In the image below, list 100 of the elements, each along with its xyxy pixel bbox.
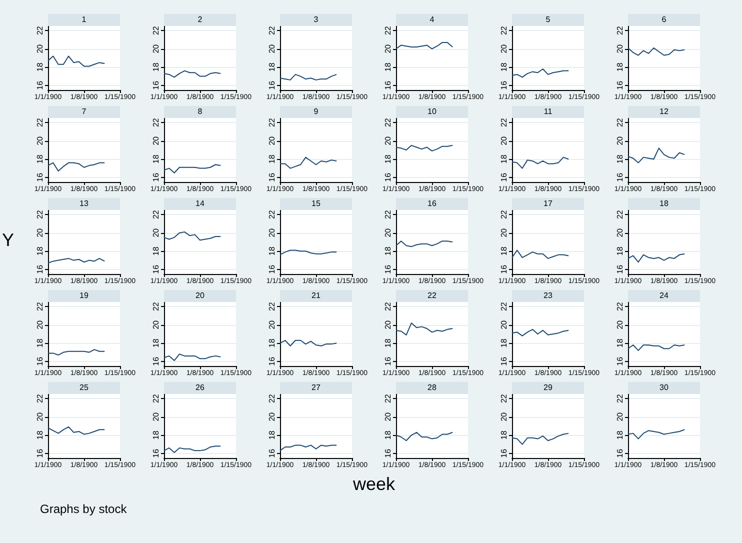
y-tick-label: 22 <box>500 26 508 36</box>
y-tick-label: 16 <box>616 264 624 274</box>
y-tick-label: 18 <box>36 154 44 164</box>
y-tick-label: 16 <box>384 172 392 182</box>
y-tick-label: 20 <box>152 320 160 330</box>
line-series <box>512 68 570 78</box>
y-tick-label: 22 <box>152 118 160 128</box>
y-tick-label: 18 <box>268 246 276 256</box>
y-tick-label: 18 <box>616 62 624 72</box>
y-tick-label: 22 <box>384 26 392 36</box>
y-tick-label: 18 <box>384 338 392 348</box>
y-tick-label: 16 <box>268 80 276 90</box>
y-tick-label: 22 <box>384 210 392 220</box>
y-tick-label: 16 <box>616 356 624 366</box>
y-tick-label: 22 <box>36 118 44 128</box>
y-tick-label: 20 <box>36 320 44 330</box>
chart-title: 27 <box>280 382 352 394</box>
y-tick-label: 18 <box>500 430 508 440</box>
chart-title: 13 <box>48 198 120 210</box>
y-tick-label: 16 <box>384 264 392 274</box>
y-tick-label: 18 <box>268 338 276 348</box>
y-tick-label: 22 <box>500 210 508 220</box>
y-tick-label: 22 <box>152 302 160 312</box>
line-series <box>164 164 222 174</box>
y-tick-label: 22 <box>616 26 624 36</box>
y-tick-label: 18 <box>384 154 392 164</box>
chart-title: 9 <box>280 106 352 118</box>
y-tick-label: 18 <box>500 62 508 72</box>
line-series <box>628 429 686 440</box>
line-series <box>48 162 106 172</box>
y-tick-label: 20 <box>384 228 392 238</box>
x-axis-title: week <box>352 474 396 495</box>
y-tick-label: 16 <box>152 80 160 90</box>
y-tick-label: 18 <box>384 62 392 72</box>
y-tick-label: 16 <box>268 356 276 366</box>
line-series <box>396 42 454 50</box>
y-tick-label: 20 <box>152 228 160 238</box>
line-series <box>396 432 454 442</box>
chart-title: 4 <box>396 14 468 26</box>
line-series <box>164 354 222 362</box>
y-tick-label: 16 <box>36 356 44 366</box>
chart-title: 18 <box>628 198 700 210</box>
y-tick-label: 20 <box>500 228 508 238</box>
line-series <box>48 426 106 435</box>
y-tick-label: 20 <box>616 320 624 330</box>
y-tick-label: 20 <box>152 136 160 146</box>
chart-title: 17 <box>512 198 584 210</box>
y-tick-label: 16 <box>152 356 160 366</box>
y-tick-label: 18 <box>500 338 508 348</box>
y-tick-label: 22 <box>384 118 392 128</box>
chart-title: 30 <box>628 382 700 394</box>
line-series <box>512 432 570 445</box>
line-series <box>628 253 686 263</box>
y-tick-label: 16 <box>616 172 624 182</box>
y-tick-label: 18 <box>152 430 160 440</box>
y-tick-label: 20 <box>36 44 44 54</box>
y-tick-label: 20 <box>36 136 44 146</box>
y-tick-label: 16 <box>152 264 160 274</box>
line-series <box>396 322 454 336</box>
y-tick-label: 22 <box>384 394 392 404</box>
y-tick-label: 20 <box>268 44 276 54</box>
y-tick-label: 18 <box>500 154 508 164</box>
y-tick-label: 20 <box>152 412 160 422</box>
chart-title: 15 <box>280 198 352 210</box>
y-tick-label: 16 <box>152 448 160 458</box>
y-tick-label: 22 <box>384 302 392 312</box>
line-series <box>164 70 222 78</box>
y-tick-label: 22 <box>268 26 276 36</box>
y-tick-label: 22 <box>152 26 160 36</box>
y-tick-label: 18 <box>384 430 392 440</box>
line-series <box>512 328 570 336</box>
y-tick-label: 20 <box>36 412 44 422</box>
y-tick-label: 18 <box>268 430 276 440</box>
y-tick-label: 18 <box>268 154 276 164</box>
y-tick-label: 18 <box>268 62 276 72</box>
y-tick-label: 16 <box>384 80 392 90</box>
y-tick-label: 16 <box>500 80 508 90</box>
y-tick-label: 16 <box>500 356 508 366</box>
chart-title: 1 <box>48 14 120 26</box>
chart-title: 25 <box>48 382 120 394</box>
y-tick-label: 18 <box>616 246 624 256</box>
chart-title: 11 <box>512 106 584 118</box>
y-tick-label: 20 <box>500 412 508 422</box>
line-series <box>512 156 570 169</box>
chart-title: 5 <box>512 14 584 26</box>
y-tick-label: 20 <box>500 44 508 54</box>
y-tick-label: 18 <box>152 154 160 164</box>
y-tick-label: 18 <box>36 62 44 72</box>
y-tick-label: 22 <box>268 302 276 312</box>
y-tick-label: 18 <box>36 430 44 440</box>
y-tick-label: 16 <box>268 264 276 274</box>
chart-title: 29 <box>512 382 584 394</box>
line-series <box>164 446 222 454</box>
chart-title: 6 <box>628 14 700 26</box>
y-tick-label: 22 <box>500 394 508 404</box>
y-tick-label: 22 <box>616 302 624 312</box>
y-tick-label: 18 <box>36 338 44 348</box>
y-tick-label: 22 <box>152 210 160 220</box>
line-series <box>164 231 222 241</box>
y-tick-label: 18 <box>500 246 508 256</box>
